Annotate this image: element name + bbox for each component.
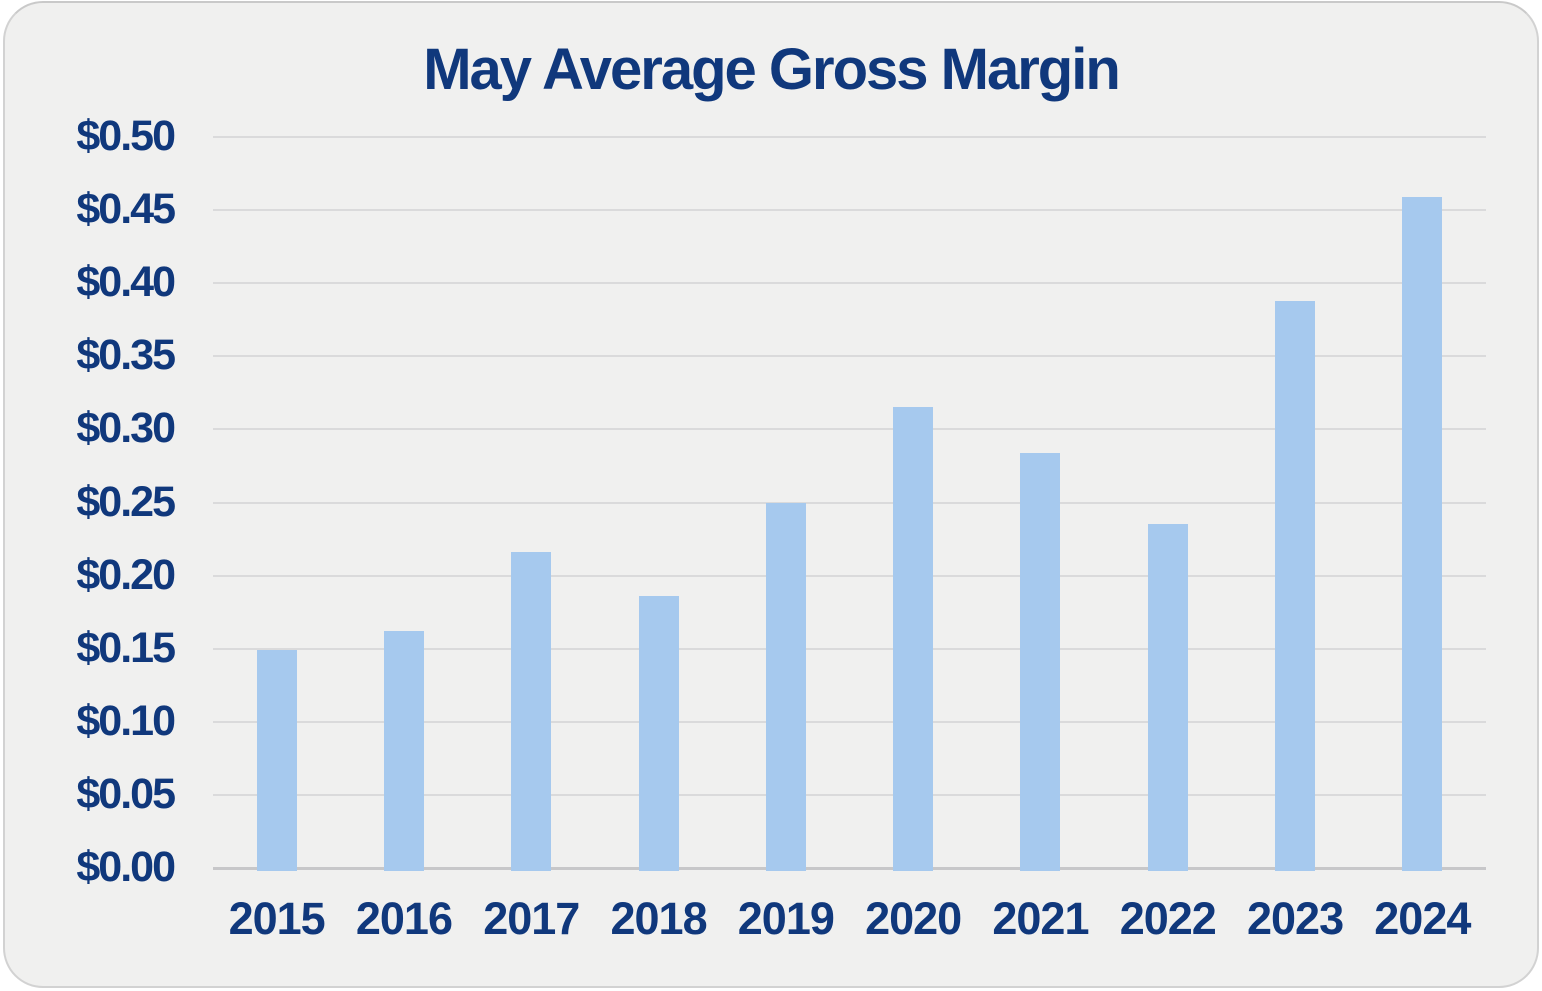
gridline-$0.50 (213, 136, 1486, 138)
y-axis-label-$0.40: $0.40 (76, 258, 176, 307)
x-axis-label-2020: 2020 (865, 893, 962, 944)
bar-2021 (1020, 452, 1061, 871)
x-axis-label-2023: 2023 (1246, 893, 1344, 944)
y-axis-label-$0.30: $0.30 (76, 404, 176, 453)
bar-2020 (893, 407, 934, 871)
y-axis-label-$0.15: $0.15 (76, 623, 176, 672)
gridline-$0.30 (213, 428, 1486, 431)
bar-2015 (256, 650, 297, 871)
bar-2019 (765, 502, 806, 871)
y-axis-label-$0.50: $0.50 (76, 112, 176, 160)
gridline-$0.00 (213, 867, 1486, 870)
y-axis-label-$0.20: $0.20 (76, 550, 176, 599)
gridline-$0.25 (213, 501, 1486, 504)
bar-2022 (1147, 524, 1188, 871)
y-axis-label-$0.00: $0.00 (76, 843, 176, 891)
bar-2017 (511, 552, 552, 871)
gridline-$0.05 (213, 793, 1486, 796)
bar-2018 (638, 596, 679, 871)
chart-title: May Average Gross Margin (423, 37, 1121, 102)
y-axis-label-$0.25: $0.25 (76, 477, 176, 526)
y-axis-label-$0.35: $0.35 (76, 331, 176, 380)
gridline-$0.45 (213, 209, 1486, 212)
y-axis-label-$0.05: $0.05 (76, 769, 176, 818)
x-axis-label-2022: 2022 (1119, 893, 1217, 944)
bar-2016 (383, 631, 424, 871)
bar-2023 (1275, 300, 1316, 871)
x-axis-label-2019: 2019 (737, 893, 835, 944)
y-axis-label-$0.45: $0.45 (76, 185, 176, 234)
gridline-$0.20 (213, 574, 1486, 577)
gridline-$0.35 (213, 355, 1486, 358)
x-axis-label-2021: 2021 (992, 893, 1089, 944)
gridline-$0.40 (213, 282, 1486, 285)
gridline-$0.10 (213, 720, 1486, 723)
gridline-$0.15 (213, 647, 1486, 650)
bar-2024 (1402, 196, 1443, 871)
x-axis-label-2015: 2015 (228, 893, 326, 944)
y-axis-label-$0.10: $0.10 (76, 696, 176, 745)
x-axis-label-2017: 2017 (483, 893, 580, 944)
x-axis-label-2016: 2016 (355, 893, 453, 944)
x-axis-label-2018: 2018 (610, 893, 707, 944)
x-axis-label-2024: 2024 (1374, 893, 1471, 944)
